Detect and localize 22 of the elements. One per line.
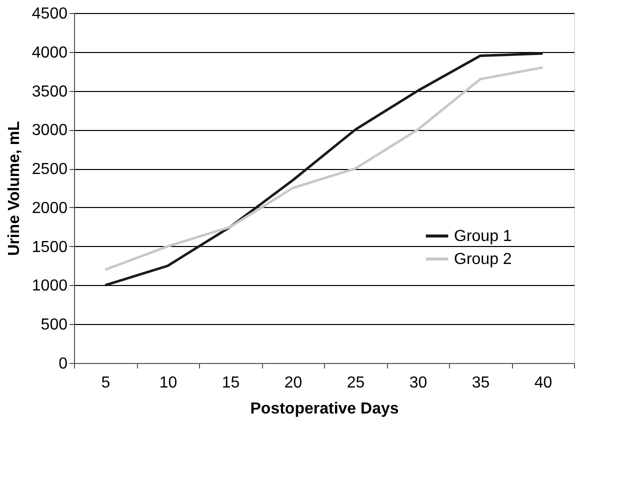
legend-label: Group 1 — [454, 228, 512, 245]
y-tick-label: 3000 — [32, 122, 68, 140]
x-tick-label: 25 — [346, 374, 365, 392]
y-tick-label: 2500 — [32, 161, 68, 178]
legend-label: Group 2 — [454, 251, 512, 268]
y-tick-label: 2000 — [32, 200, 68, 217]
y-axis-title: Urine Volume, mL — [6, 120, 23, 256]
y-tick-label: 4000 — [32, 44, 68, 62]
x-tick-label: 15 — [222, 374, 240, 392]
y-tick-label: 3500 — [32, 83, 68, 100]
y-tick-label: 1000 — [32, 278, 68, 295]
x-axis-title: Postoperative Days — [250, 400, 399, 418]
y-tick-label: 4500 — [32, 6, 68, 22]
y-tick-label: 0 — [58, 356, 68, 372]
x-tick-label: 40 — [534, 374, 552, 392]
x-tick-label: 30 — [409, 374, 428, 392]
x-tick-label: 35 — [472, 374, 490, 392]
y-tick-label: 1500 — [32, 238, 68, 256]
y-tick-label: 500 — [40, 316, 68, 334]
x-tick-label: 5 — [101, 374, 110, 392]
x-tick-label: 10 — [159, 374, 178, 392]
x-tick-label: 20 — [284, 374, 302, 392]
